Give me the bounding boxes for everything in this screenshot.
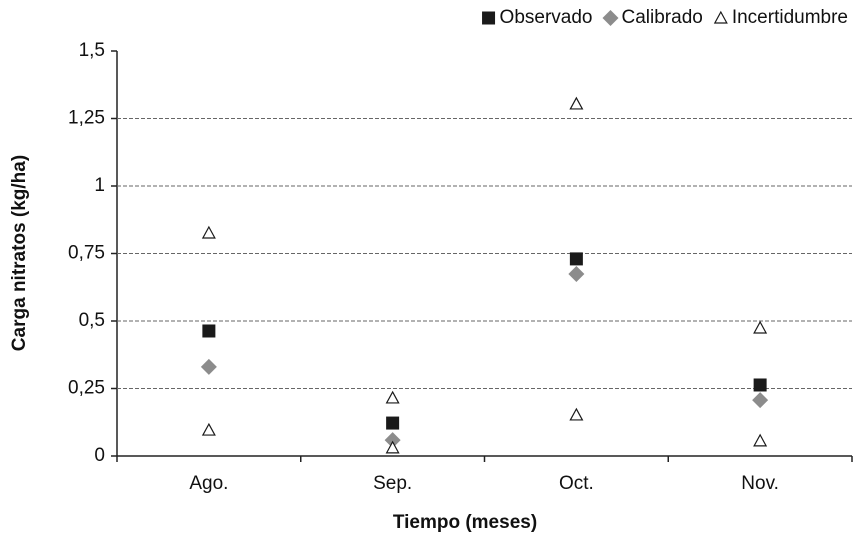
x-tick-label: Ago. (189, 473, 228, 494)
point (202, 324, 216, 338)
legend-label: Incertidumbre (732, 7, 848, 28)
point (201, 422, 216, 436)
point (384, 432, 401, 449)
point (753, 320, 768, 334)
point (753, 433, 768, 447)
point (201, 225, 216, 239)
y-axis-title: Carga nitratos (kg/ha) (9, 155, 30, 351)
point (569, 252, 583, 266)
point (568, 266, 585, 283)
legend-marker (713, 10, 728, 24)
point (385, 440, 400, 454)
point (752, 392, 769, 409)
legend-marker (482, 11, 496, 25)
y-tick-label: 1,5 (79, 40, 105, 61)
x-tick-label: Sep. (373, 473, 412, 494)
x-tick-label: Nov. (741, 473, 779, 494)
y-tick-label: 0,5 (79, 310, 105, 331)
point (569, 407, 584, 421)
y-tick-label: 0 (94, 445, 105, 466)
legend-label: Observado (500, 7, 593, 28)
legend-marker (602, 10, 619, 26)
y-tick-label: 0,75 (68, 243, 105, 264)
legend-label: Calibrado (622, 7, 703, 28)
y-tick-label: 1 (94, 175, 105, 196)
x-axis-title: Tiempo (meses) (393, 512, 537, 533)
y-tick-label: 1,25 (68, 108, 105, 129)
point (753, 378, 767, 392)
point (386, 416, 400, 430)
y-tick-label: 0,25 (68, 378, 105, 399)
x-tick-label: Oct. (559, 473, 594, 494)
point (569, 96, 584, 110)
point (200, 358, 217, 375)
point (385, 390, 400, 404)
